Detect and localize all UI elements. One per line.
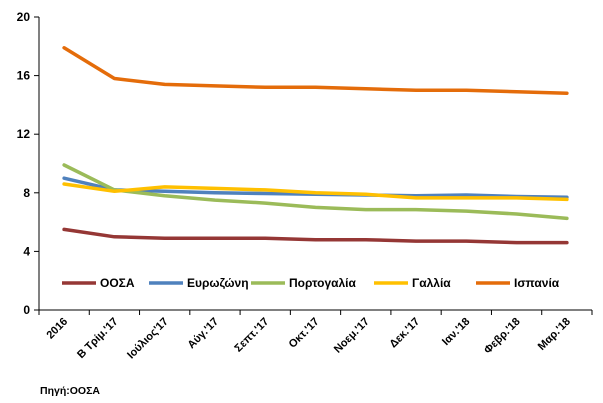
legend-label: Πορτογαλία [289,276,356,290]
series-line [62,182,569,202]
x-tick-label: Ιούλιος'17 [125,316,171,362]
x-tick-label: Ιαν.'18 [440,316,472,348]
series-line [62,227,569,245]
y-tick-label: 0 [23,303,30,317]
x-tick-label: Αύγ.'17 [185,316,221,352]
source-note: Πηγή:ΟΟΣΑ [40,385,100,397]
x-tick-label: Μαρ.'18 [536,316,573,353]
y-tick-label: 16 [17,69,31,83]
x-tick-label: 2016 [44,316,70,342]
x-tick-label: Β Τρίμ.'17 [75,316,120,361]
x-tick-label: Σεπτ.'17 [232,316,271,355]
x-tick-label: Φεβρ.'18 [482,316,523,357]
y-axis-ticks: 0 4 8 12 16 20 [17,10,39,317]
series-line [62,163,569,221]
x-tick-label: Δεκ.'17 [387,316,422,351]
legend-label: ΟΟΣΑ [100,276,135,290]
series-line [62,46,569,95]
legend-label: Ευρωζώνη [187,276,249,290]
y-tick-label: 4 [23,244,30,258]
x-axis-ticks: 2016 Β Τρίμ.'17 Ιούλιος'17 Αύγ.'17 Σεπτ.'17 Ο… [38,310,593,362]
x-tick-label: Νοεμ.'17 [332,316,372,356]
y-tick-label: 8 [23,186,30,200]
y-tick-label: 20 [17,10,31,24]
legend-label: Ισπανία [514,276,560,290]
x-tick-label: Οκτ.'17 [287,316,322,351]
y-tick-label: 12 [17,127,31,141]
legend-label: Γαλλία [412,276,451,290]
series-lines [62,46,569,245]
legend: ΟΟΣΑ Ευρωζώνη Πορτογαλία Γαλλία Ισπανία [62,276,560,290]
